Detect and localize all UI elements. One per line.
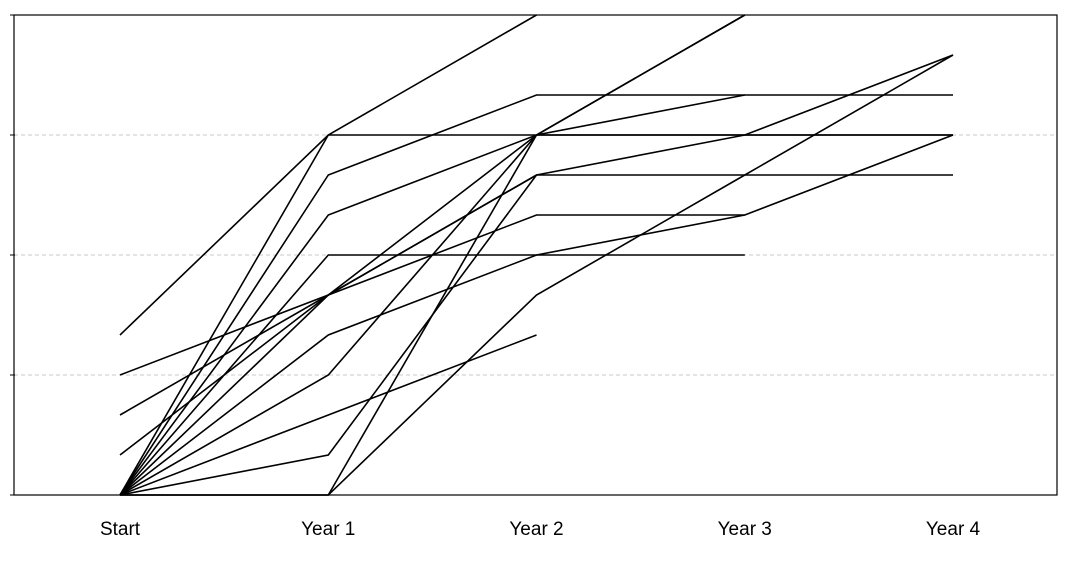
series-line-10	[119, 334, 537, 496]
series-line-11	[119, 174, 538, 496]
x-tick-label: Year 2	[509, 519, 563, 540]
x-tick-label: Year 1	[301, 519, 355, 540]
x-tick-label: Year 3	[718, 519, 772, 540]
series-line-6	[119, 54, 954, 496]
series-lines	[119, 14, 954, 496]
series-line-14	[119, 134, 954, 496]
y-axis-ticks	[10, 14, 15, 496]
x-tick-label: Start	[100, 519, 141, 540]
x-tick-label: Year 4	[926, 519, 981, 540]
series-line-9	[119, 14, 746, 496]
x-axis-labels: Start Year 1 Year 2 Year 3 Year 4	[100, 519, 981, 540]
series-line-13	[120, 54, 954, 496]
series-line-5	[119, 94, 745, 496]
series-line-4	[119, 134, 953, 496]
